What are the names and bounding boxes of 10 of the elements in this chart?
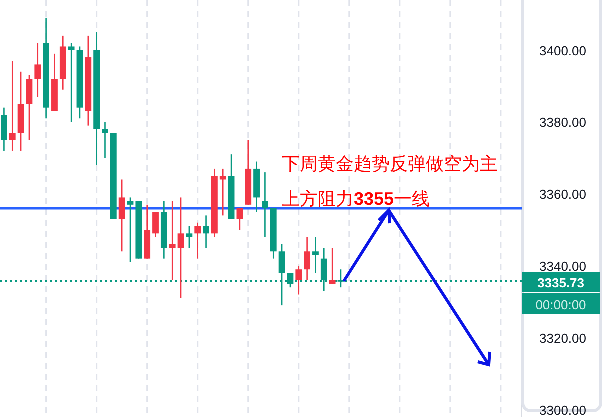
ref-line-label: 3335.73 <box>538 275 584 290</box>
y-tick-label: 3300.00 <box>540 402 586 417</box>
y-tick-label: 3360.00 <box>540 187 586 202</box>
annotation: 上方阻力3355一线 <box>282 189 430 209</box>
text: 00:00:00 <box>536 297 586 312</box>
y-tick-label: 3380.00 <box>540 115 586 130</box>
annotation: 下周黄金趋势反弹做空为主 <box>282 154 498 174</box>
y-tick-label: 3320.00 <box>540 330 586 346</box>
y-tick-label: 3340.00 <box>540 259 586 274</box>
y-tick-label: 3400.00 <box>540 43 586 58</box>
